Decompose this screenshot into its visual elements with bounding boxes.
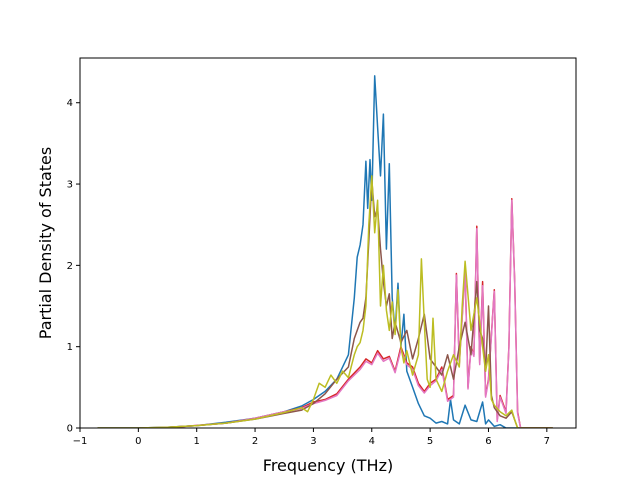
plot-frame [79, 57, 577, 429]
x-axis-label: Frequency (THz) [263, 456, 393, 475]
y-axis-label: Partial Density of States [36, 147, 55, 339]
x-tick-label: 0 [135, 436, 141, 447]
pdos-series-line-1 [97, 75, 553, 428]
x-tick-label: 3 [310, 436, 316, 447]
y-axis: 0 1 2 3 4 [67, 98, 80, 435]
y-tick-label: 3 [67, 180, 73, 191]
x-tick-label: 5 [427, 436, 433, 447]
pdos-series-line-4 [97, 179, 553, 428]
x-tick-label: 6 [485, 436, 491, 447]
y-tick-label: 2 [67, 261, 73, 272]
pdos-series-line-3 [155, 199, 553, 428]
x-tick-label: 2 [252, 436, 258, 447]
x-tick-label: −1 [73, 436, 88, 447]
pdos-series-line-5 [97, 175, 553, 428]
x-tick-label: 1 [194, 436, 200, 447]
y-tick-label: 0 [67, 424, 73, 435]
x-tick-label: 7 [544, 436, 550, 447]
y-tick-label: 1 [67, 342, 73, 353]
x-tick-label: 4 [369, 436, 375, 447]
series-layer [97, 75, 553, 428]
x-axis: −1 0 1 2 3 4 5 6 7 [73, 428, 550, 447]
y-tick-label: 4 [67, 98, 73, 109]
